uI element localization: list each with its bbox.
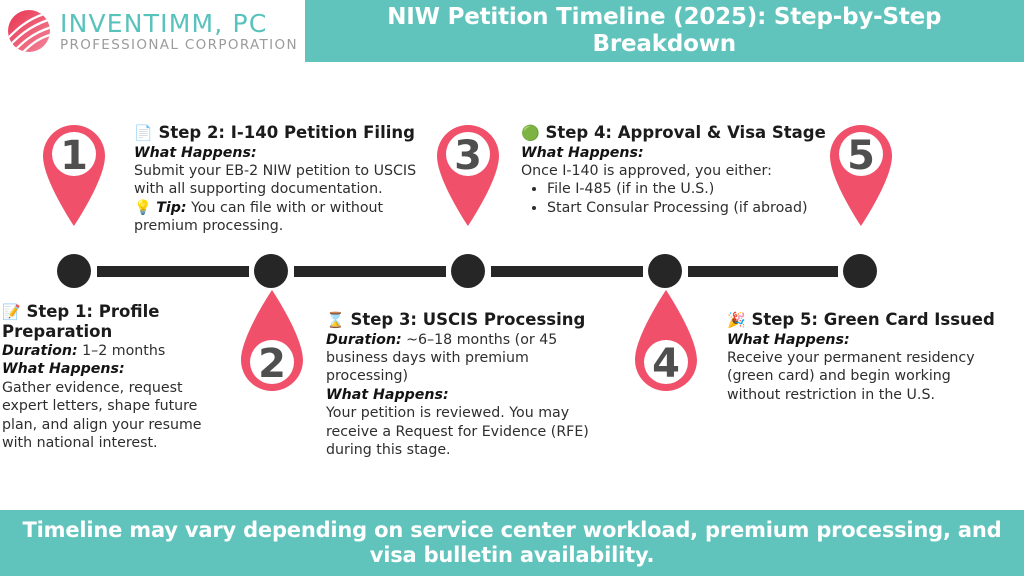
step-card-2: 📄 Step 2: I-140 Petition Filing What Hap…	[134, 123, 430, 236]
pin-number: 1	[60, 133, 88, 179]
brand-text: INVENTIMM, PC PROFESSIONAL CORPORATION	[60, 9, 298, 53]
what-happens-label: What Happens:	[2, 361, 125, 378]
map-pin-marker-5[interactable]: 5	[826, 118, 896, 228]
step-3-title: Step 3: USCIS Processing	[350, 310, 586, 329]
list-item: Start Consular Processing (if abroad)	[547, 199, 827, 218]
step-2-tip-line: 💡 Tip: You can file with or without prem…	[134, 199, 430, 236]
step-3-what-label-line: What Happens:	[326, 386, 594, 404]
step-2-tip-body: You can file with or without premium pro…	[134, 199, 384, 235]
step-2-title: Step 2: I-140 Petition Filing	[158, 123, 415, 142]
step-4-body: Once I-140 is approved, you either:	[521, 163, 772, 179]
duration-label: Duration:	[326, 331, 402, 348]
step-2-what-label-line: What Happens:	[134, 144, 430, 162]
pin-number: 2	[258, 341, 286, 387]
green-circle-icon: 🟢	[521, 124, 540, 142]
timeline-node-2[interactable]	[254, 254, 288, 288]
lightbulb-icon: 💡	[134, 199, 152, 216]
step-5-heading: 🎉 Step 5: Green Card Issued	[727, 310, 999, 330]
map-pin-marker-3[interactable]: 3	[433, 118, 503, 228]
what-happens-label: What Happens:	[326, 386, 449, 403]
map-pin-marker-2[interactable]: 2	[237, 288, 307, 398]
step-3-duration-value: ~6–18 months (or 45 business days with p…	[326, 331, 558, 385]
party-popper-icon: 🎉	[727, 311, 746, 329]
map-pin-marker-1[interactable]: 1	[39, 118, 109, 228]
header-banner: NIW Petition Timeline (2025): Step-by-St…	[304, 0, 1024, 62]
step-card-5: 🎉 Step 5: Green Card Issued What Happens…	[727, 310, 999, 404]
duration-label: Duration:	[2, 342, 78, 359]
map-pin-marker-4[interactable]: 4	[631, 288, 701, 398]
timeline-node-1[interactable]	[57, 254, 91, 288]
step-card-1: 📝 Step 1: Profile Preparation Duration: …	[2, 302, 217, 453]
timeline-segment	[294, 266, 446, 277]
page-document-icon: 📄	[134, 124, 153, 142]
step-1-heading: 📝 Step 1: Profile Preparation	[2, 302, 217, 341]
timeline-segment	[97, 266, 249, 277]
timeline-node-3[interactable]	[451, 254, 485, 288]
step-5-title: Step 5: Green Card Issued	[751, 310, 995, 329]
timeline-segment	[491, 266, 643, 277]
list-item: File I-485 (if in the U.S.)	[547, 180, 827, 199]
brand-tagline: PROFESSIONAL CORPORATION	[60, 37, 298, 54]
step-1-title: Step 1: Profile Preparation	[2, 302, 160, 341]
what-happens-label: What Happens:	[521, 144, 644, 161]
globe-swirl-logo-icon	[4, 6, 54, 56]
tip-label: Tip:	[156, 199, 187, 216]
what-happens-label: What Happens:	[134, 144, 257, 161]
footer-disclaimer: Timeline may vary depending on service c…	[22, 517, 1002, 567]
timeline-segment	[688, 266, 838, 277]
step-1-duration-line: Duration: 1–2 months	[2, 342, 217, 360]
page-header: INVENTIMM, PC PROFESSIONAL CORPORATION N…	[0, 0, 1024, 62]
brand-name: INVENTIMM, PC	[60, 9, 268, 39]
step-5-what-label-line: What Happens:	[727, 331, 999, 349]
pin-number: 5	[847, 133, 875, 179]
what-happens-label: What Happens:	[727, 331, 850, 348]
brand-logo-block: INVENTIMM, PC PROFESSIONAL CORPORATION	[0, 0, 305, 62]
step-2-body: Submit your EB-2 NIW petition to USCIS w…	[134, 163, 417, 198]
step-3-heading: ⌛ Step 3: USCIS Processing	[326, 310, 594, 330]
page-title: NIW Petition Timeline (2025): Step-by-St…	[387, 3, 942, 57]
hourglass-icon: ⌛	[326, 311, 345, 329]
pin-number: 3	[454, 133, 482, 179]
step-3-duration-line: Duration: ~6–18 months (or 45 business d…	[326, 331, 594, 386]
step-4-bullet-list: File I-485 (if in the U.S.) Start Consul…	[521, 180, 827, 217]
step-1-duration-value: 1–2 months	[77, 342, 166, 359]
step-4-title: Step 4: Approval & Visa Stage	[545, 123, 826, 142]
step-card-4: 🟢 Step 4: Approval & Visa Stage What Hap…	[521, 123, 827, 218]
timeline-node-4[interactable]	[648, 254, 682, 288]
step-card-3: ⌛ Step 3: USCIS Processing Duration: ~6–…	[326, 310, 594, 460]
step-5-body: Receive your permanent residency (green …	[727, 350, 975, 403]
footer-banner: Timeline may vary depending on service c…	[0, 510, 1024, 576]
memo-icon: 📝	[2, 303, 21, 321]
pin-number: 4	[652, 341, 680, 387]
step-1-what-label-line: What Happens:	[2, 360, 217, 378]
step-4-what-label-line: What Happens:	[521, 144, 827, 162]
step-4-heading: 🟢 Step 4: Approval & Visa Stage	[521, 123, 827, 143]
step-3-body: Your petition is reviewed. You may recei…	[326, 405, 589, 459]
timeline-node-5[interactable]	[843, 254, 877, 288]
step-2-heading: 📄 Step 2: I-140 Petition Filing	[134, 123, 430, 143]
step-1-body: Gather evidence, request expert letters,…	[2, 379, 202, 452]
